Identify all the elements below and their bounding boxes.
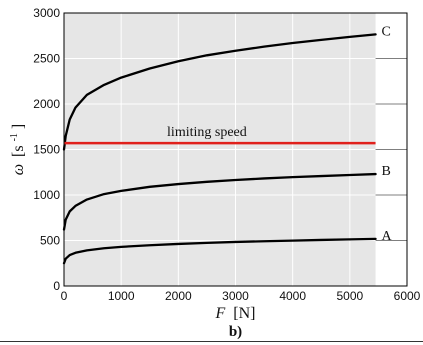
y-tick-label: 3000 [33, 6, 60, 20]
bottom-rule [0, 341, 423, 342]
x-tick-label: 6000 [394, 289, 421, 303]
x-tick-labels: 0 1000 2000 3000 4000 5000 6000 [61, 289, 421, 303]
series-b-label: B [382, 164, 391, 179]
x-tick-label: 1000 [108, 289, 135, 303]
series-a-line [62, 237, 377, 265]
x-tick-label: 4000 [279, 289, 306, 303]
series-labels: A B C [382, 24, 393, 243]
y-tick-label: 2500 [33, 52, 60, 66]
x-axis-symbol: F [215, 305, 226, 322]
y-tick-labels: 0 500 1000 1500 2000 2500 3000 [33, 6, 60, 293]
x-tick-label: 3000 [222, 289, 249, 303]
y-tick-label: 0 [53, 279, 60, 293]
series-b-line [62, 172, 377, 231]
y-tick-label: 1500 [33, 143, 60, 157]
y-tick-label: 500 [40, 234, 60, 248]
grid [64, 13, 407, 286]
x-tick-label: 0 [61, 289, 68, 303]
series-c-line [62, 33, 377, 151]
y-axis-symbol: ω [10, 164, 27, 175]
y-axis-exponent: -1 [9, 133, 20, 141]
figure-caption: b) [229, 324, 242, 340]
x-axis-unit: [N] [233, 305, 255, 322]
plot-frame [63, 12, 408, 287]
series-c-label: C [382, 24, 391, 39]
series-group [62, 33, 377, 265]
x-tick-label: 5000 [336, 289, 363, 303]
y-axis-label: ω [s -1 ] [4, 124, 27, 176]
y-axis-unit: [s [10, 145, 27, 157]
x-axis-label: F [N] [215, 305, 256, 322]
y-tick-label: 1000 [33, 188, 60, 202]
y-tick-label: 2000 [33, 97, 60, 111]
y-axis-close: ] [10, 124, 27, 129]
limiting-speed-label: limiting speed [167, 125, 247, 140]
x-tick-label: 2000 [165, 289, 192, 303]
series-a-label: A [382, 229, 393, 244]
